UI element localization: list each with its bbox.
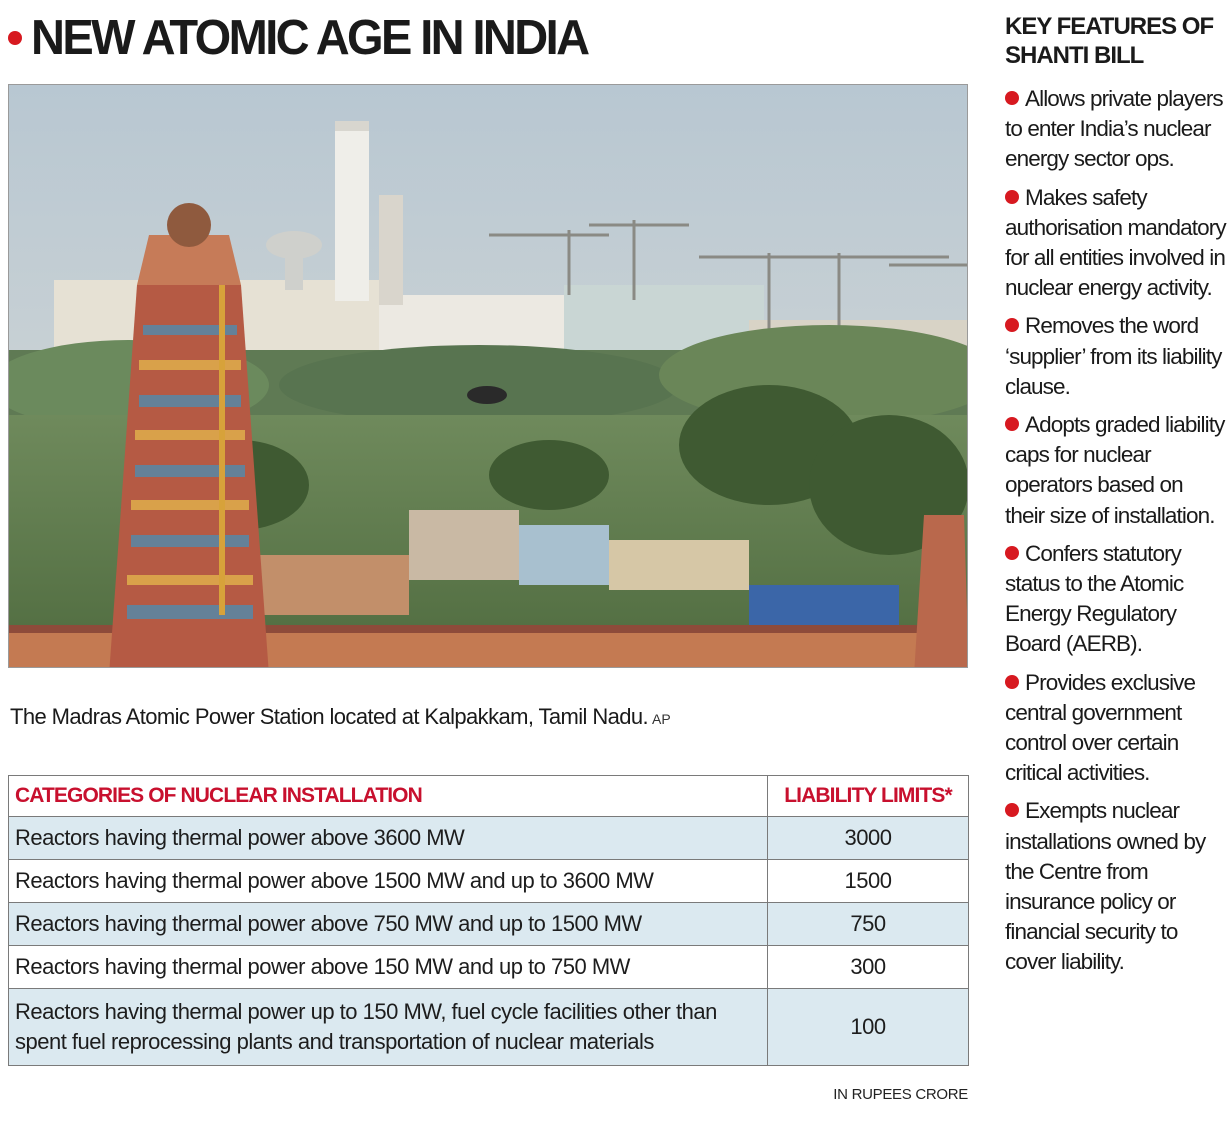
- liability-table: CATEGORIES OF NUCLEAR INSTALLATION LIABI…: [8, 775, 969, 1066]
- list-item: Removes the word ‘supplier’ from its lia…: [1005, 311, 1227, 402]
- limit-column-header: LIABILITY LIMITS*: [767, 775, 969, 817]
- category-cell: Reactors having thermal power above 150 …: [8, 945, 768, 989]
- list-item: Confers statutory status to the Atomic E…: [1005, 539, 1227, 660]
- unit-note: IN RUPEES CRORE: [833, 1086, 968, 1103]
- limit-cell: 1500: [767, 859, 969, 903]
- list-item: Exempts nuclear installations owned by t…: [1005, 796, 1227, 977]
- limit-cell: 300: [767, 945, 969, 989]
- feature-text: Provides exclusive central government co…: [1005, 669, 1196, 786]
- photo-caption: The Madras Atomic Power Station located …: [10, 704, 671, 730]
- list-item: Adopts graded liability caps for nuclear…: [1005, 410, 1227, 531]
- feature-text: Removes the word ‘supplier’ from its lia…: [1005, 313, 1222, 399]
- table-header-row: CATEGORIES OF NUCLEAR INSTALLATION LIABI…: [8, 775, 969, 817]
- category-column-header: CATEGORIES OF NUCLEAR INSTALLATION: [8, 775, 768, 817]
- category-cell: Reactors having thermal power up to 150 …: [8, 988, 768, 1066]
- caption-text: The Madras Atomic Power Station located …: [10, 704, 649, 729]
- feature-text: Allows private players to enter India’s …: [1005, 86, 1224, 172]
- table-row: Reactors having thermal power up to 150 …: [8, 988, 969, 1066]
- category-cell: Reactors having thermal power above 3600…: [8, 816, 768, 860]
- feature-text: Confers statutory status to the Atomic E…: [1005, 540, 1184, 657]
- list-item: Allows private players to enter India’s …: [1005, 84, 1227, 175]
- table-row: Reactors having thermal power above 3600…: [8, 816, 969, 860]
- bullet-dot-icon: [1005, 189, 1019, 204]
- power-station-photo: [9, 85, 967, 667]
- sidebar-title: KEY FEATURES OF SHANTI BILL: [1005, 13, 1214, 69]
- bullet-dot-icon: [1005, 545, 1019, 560]
- news-photo: [8, 84, 968, 668]
- bullet-dot-icon: [8, 31, 22, 45]
- table-row: Reactors having thermal power above 150 …: [8, 945, 969, 989]
- list-item: Makes safety authorisation mandatory for…: [1005, 183, 1227, 304]
- bullet-dot-icon: [1005, 91, 1019, 105]
- category-cell: Reactors having thermal power above 750 …: [8, 902, 768, 946]
- feature-text: Makes safety authorisation mandatory for…: [1005, 184, 1227, 301]
- limit-cell: 100: [767, 988, 969, 1066]
- headline: NEW ATOMIC AGE IN INDIA: [8, 8, 590, 64]
- feature-text: Adopts graded liability caps for nuclear…: [1005, 412, 1225, 528]
- feature-text: Exempts nuclear installations owned by t…: [1005, 798, 1206, 975]
- limit-cell: 750: [767, 902, 969, 946]
- bullet-dot-icon: [1005, 674, 1019, 689]
- table-row: Reactors having thermal power above 1500…: [8, 859, 969, 903]
- list-item: Provides exclusive central government co…: [1005, 668, 1227, 789]
- bullet-dot-icon: [1005, 803, 1019, 818]
- limit-cell: 3000: [767, 816, 969, 860]
- bullet-dot-icon: [1005, 318, 1019, 333]
- photo-credit: AP: [652, 711, 671, 727]
- page-title: NEW ATOMIC AGE IN INDIA: [31, 8, 590, 64]
- bullet-dot-icon: [1005, 417, 1019, 432]
- feature-list: Allows private players to enter India’s …: [1005, 84, 1227, 986]
- category-cell: Reactors having thermal power above 1500…: [8, 859, 768, 903]
- table-row: Reactors having thermal power above 750 …: [8, 902, 969, 946]
